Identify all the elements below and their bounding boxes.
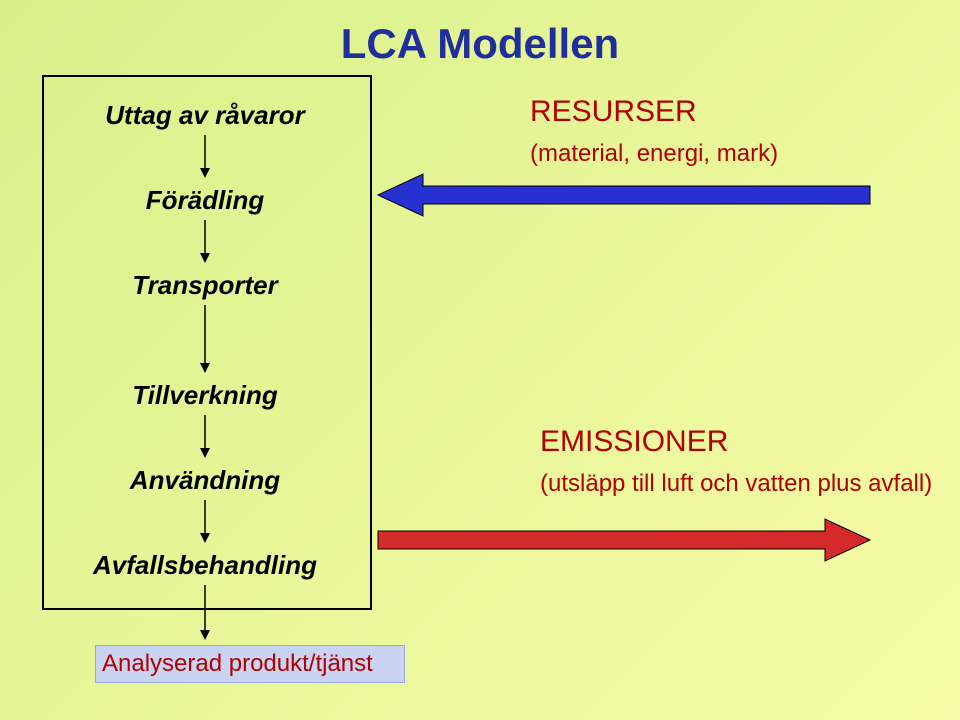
output-product-box: Analyserad produkt/tjänst: [95, 645, 405, 683]
slide-title: LCA Modellen: [0, 20, 960, 68]
resources-heading: RESURSER: [530, 95, 697, 129]
process-step-label: Förädling: [65, 185, 345, 216]
resources-subtext: (material, energi, mark): [530, 140, 778, 168]
emissions-heading: EMISSIONER: [540, 425, 728, 459]
emissions-subtext: (utsläpp till luft och vatten plus avfal…: [540, 470, 940, 498]
process-step-label: Uttag av råvaror: [65, 100, 345, 131]
process-step-label: Transporter: [65, 270, 345, 301]
process-step-label: Tillverkning: [65, 380, 345, 411]
process-step-label: Användning: [65, 465, 345, 496]
slide-content: LCA Modellen Uttag av råvaror Förädling Tr…: [0, 0, 960, 720]
process-box: [42, 75, 372, 610]
output-product-label: Analyserad produkt/tjänst: [102, 650, 373, 678]
process-step-label: Avfallsbehandling: [65, 550, 345, 581]
